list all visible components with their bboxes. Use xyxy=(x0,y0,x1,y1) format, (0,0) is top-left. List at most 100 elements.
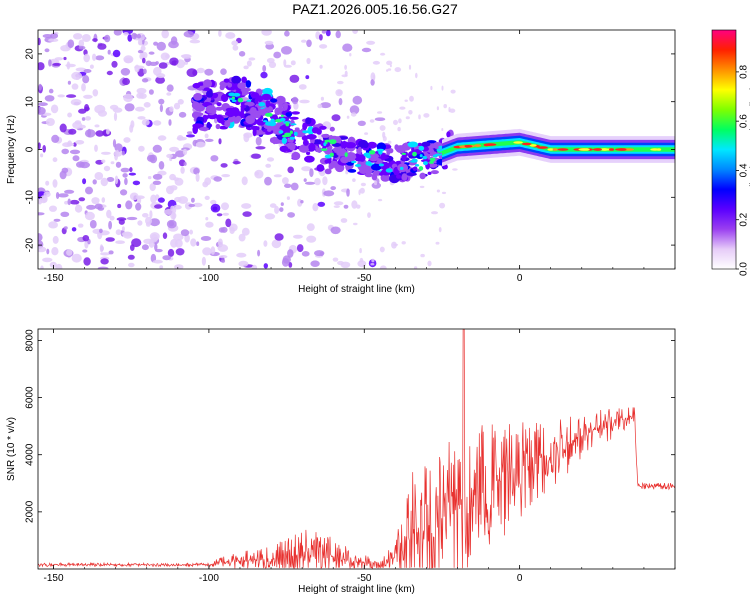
noise-blob xyxy=(97,266,109,269)
signal-blob xyxy=(316,164,325,172)
noise-blob xyxy=(265,163,272,168)
noise-blob xyxy=(94,172,104,180)
noise-blob xyxy=(441,85,444,91)
signal-blob xyxy=(250,125,260,131)
signal-blob xyxy=(221,94,229,102)
noise-blob xyxy=(351,200,358,209)
noise-blob xyxy=(69,149,81,155)
noise-blob xyxy=(201,256,206,266)
noise-blob xyxy=(121,226,125,231)
noise-blob xyxy=(352,30,358,34)
noise-blob xyxy=(333,205,340,209)
noise-blob xyxy=(386,60,393,66)
noise-blob xyxy=(48,88,54,94)
noise-blob xyxy=(357,120,366,127)
colorbar-tick-label: 0.8 xyxy=(739,64,750,78)
noise-blob xyxy=(246,60,252,67)
noise-blob xyxy=(118,219,125,225)
noise-blob xyxy=(45,118,55,126)
signal-blob xyxy=(305,117,312,125)
noise-blob xyxy=(231,40,239,46)
noise-blob xyxy=(159,104,163,113)
noise-blob xyxy=(38,233,43,242)
noise-blob xyxy=(126,216,138,221)
noise-blob xyxy=(301,166,312,172)
signal-peak xyxy=(293,131,298,136)
noise-blob xyxy=(300,200,304,204)
noise-blob xyxy=(232,161,241,165)
signal-blob xyxy=(298,144,310,153)
noise-blob xyxy=(99,244,104,253)
signal-peak xyxy=(320,148,328,152)
noise-blob xyxy=(76,161,85,168)
y-tick-label: 8000 xyxy=(25,329,36,352)
noise-blob xyxy=(82,34,91,42)
noise-blob xyxy=(370,263,375,266)
noise-blob xyxy=(153,66,162,76)
noise-blob xyxy=(57,94,65,98)
signal-blob xyxy=(205,105,217,114)
signal-blob xyxy=(412,166,417,171)
noise-blob xyxy=(287,212,295,218)
noise-blob xyxy=(92,89,99,97)
noise-blob xyxy=(195,173,200,182)
line-hotspot xyxy=(537,146,548,149)
noise-blob xyxy=(44,95,55,102)
noise-blob xyxy=(81,83,86,92)
line-hotspot xyxy=(547,148,555,151)
signal-blob xyxy=(324,168,332,175)
noise-blob xyxy=(100,258,109,265)
noise-blob xyxy=(359,187,365,194)
noise-blob xyxy=(162,232,168,239)
noise-blob xyxy=(210,155,219,162)
noise-blob xyxy=(337,80,344,85)
noise-blob xyxy=(157,135,167,141)
signal-blob xyxy=(250,107,257,114)
noise-blob xyxy=(71,71,82,80)
noise-blob xyxy=(205,221,214,228)
noise-blob xyxy=(349,105,360,115)
signal-peak xyxy=(285,122,290,127)
line-hotspot xyxy=(521,142,532,146)
signal-peak xyxy=(279,117,286,122)
noise-blob xyxy=(52,235,59,244)
signal-peak xyxy=(429,157,436,162)
line-hotspot xyxy=(623,148,635,151)
signal-blob xyxy=(308,143,316,151)
signal-blob xyxy=(419,172,426,180)
noise-blob xyxy=(204,133,209,139)
noise-blob xyxy=(121,150,125,156)
signal-blob xyxy=(275,95,286,105)
noise-blob xyxy=(435,241,440,245)
noise-blob xyxy=(166,153,174,159)
noise-blob xyxy=(349,53,352,57)
noise-blob xyxy=(82,249,88,253)
snr-frame xyxy=(37,328,676,570)
signal-blob xyxy=(227,82,233,88)
y-axis-label: Frequency (Hz) xyxy=(6,115,17,184)
noise-blob xyxy=(141,78,149,83)
noise-blob xyxy=(173,233,184,241)
noise-blob xyxy=(452,168,458,171)
noise-blob xyxy=(117,203,122,209)
noise-blob xyxy=(183,161,187,166)
signal-peak xyxy=(290,123,297,126)
noise-blob xyxy=(180,229,190,237)
line-band-core xyxy=(442,140,675,156)
signal-peak xyxy=(409,160,418,163)
noise-blob xyxy=(172,204,182,210)
signal-blob xyxy=(281,137,287,144)
signal-blob xyxy=(443,164,448,170)
signal-blob xyxy=(272,136,277,145)
noise-blob xyxy=(152,173,163,180)
noise-blob xyxy=(243,65,249,70)
noise-blob xyxy=(218,30,222,37)
signal-blob xyxy=(418,145,425,151)
noise-blob xyxy=(225,218,232,228)
y-tick-label: 20 xyxy=(25,48,36,60)
noise-blob xyxy=(408,64,412,70)
noise-blob xyxy=(89,64,94,69)
signal-peak xyxy=(399,166,404,170)
noise-blob xyxy=(66,142,75,147)
colorbar-tick-label: 0.6 xyxy=(739,114,750,128)
